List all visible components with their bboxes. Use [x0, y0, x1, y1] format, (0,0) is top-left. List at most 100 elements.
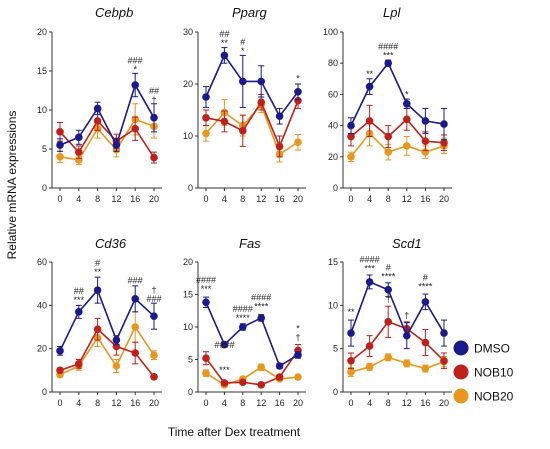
series-nob10 [56, 317, 158, 381]
y-tick-label: 40 [328, 121, 338, 131]
x-tick-label: 16 [130, 398, 140, 408]
legend-item-dmso: DMSO [453, 340, 510, 356]
significance-mark: ** [366, 69, 374, 79]
y-tick-label: 5 [188, 355, 193, 365]
data-point [275, 373, 284, 381]
data-point [365, 363, 374, 371]
significance-mark: #### [378, 42, 398, 52]
data-point [150, 114, 158, 122]
data-point [275, 142, 284, 151]
series-line [205, 100, 299, 149]
y-axis-label: Relative mRNA expressions [5, 111, 19, 260]
x-tick-label: 20 [149, 398, 159, 408]
data-point [365, 278, 374, 286]
significance-mark: ** [347, 307, 355, 317]
data-point [384, 285, 393, 294]
data-point [257, 381, 266, 389]
data-point [347, 132, 355, 141]
data-point [365, 117, 374, 125]
data-point [440, 357, 448, 365]
series-nob20 [56, 103, 158, 166]
data-point [131, 124, 139, 133]
y-tick-label: 60 [328, 89, 338, 99]
data-point [202, 129, 210, 138]
x-tick-label: 8 [95, 398, 100, 408]
data-point [239, 127, 247, 135]
series-nob10 [347, 104, 448, 152]
series-line [59, 325, 155, 376]
significance-mark: ## [149, 86, 159, 96]
x-tick-label: 0 [348, 398, 353, 408]
panel-title: Pparg [232, 5, 267, 20]
y-tick-label: 40 [37, 300, 47, 310]
series-nob10 [202, 344, 302, 389]
data-point [93, 286, 102, 294]
data-point [56, 128, 64, 136]
data-point [202, 93, 210, 101]
significance-mark: *** [74, 295, 85, 305]
legend: DMSO NOB10 NOB20 [453, 340, 514, 404]
legend-label: NOB20 [474, 390, 514, 404]
panel-title: Cd36 [95, 236, 127, 251]
significance-mark: * [133, 65, 137, 75]
significance-mark: † [151, 95, 156, 105]
data-point [112, 362, 121, 370]
series-nob20 [56, 311, 158, 379]
data-point [75, 308, 83, 316]
significance-mark: # [423, 273, 428, 283]
significance-mark: #### [360, 255, 380, 265]
x-tick-label: 0 [57, 398, 62, 408]
series-line [59, 119, 155, 159]
data-point [150, 351, 158, 359]
panel-title: Fas [239, 236, 261, 251]
data-point [365, 342, 374, 350]
y-tick-label: 0 [188, 183, 193, 193]
significance-mark: ** [94, 267, 102, 277]
significance-mark: *** [364, 264, 375, 274]
significance-mark: ### [146, 294, 161, 304]
series-nob10 [56, 111, 158, 164]
data-point [365, 82, 374, 91]
data-point [275, 362, 284, 370]
legend-marker [453, 340, 469, 356]
series-line [59, 288, 155, 352]
x-tick-label: 20 [149, 194, 159, 204]
data-point [239, 323, 247, 331]
data-point [347, 368, 355, 376]
data-point [131, 295, 139, 303]
y-tick-label: 20 [183, 79, 193, 89]
x-tick-label: 4 [222, 398, 227, 408]
series-line [350, 132, 445, 158]
x-tick-label: 12 [256, 194, 266, 204]
data-point [294, 138, 302, 147]
data-point [440, 329, 448, 337]
significance-mark: **** [418, 282, 433, 292]
significance-mark: *** [219, 365, 230, 375]
data-point [56, 366, 64, 375]
significance-mark: * [241, 46, 245, 56]
data-point [239, 77, 247, 86]
data-point [275, 112, 284, 121]
data-point [347, 329, 355, 337]
legend-item-nob10: NOB10 [453, 364, 514, 380]
panel-title: Lpl [383, 5, 401, 20]
data-point [384, 318, 393, 326]
x-tick-label: 12 [256, 398, 266, 408]
y-tick-label: 20 [37, 344, 47, 354]
y-tick-label: 0 [42, 183, 47, 193]
significance-mark: # [240, 37, 245, 47]
significance-mark: #### [196, 275, 216, 285]
series-dmso [56, 72, 158, 152]
data-point [112, 141, 121, 149]
significance-mark: **** [236, 313, 251, 323]
x-tick-label: 4 [222, 194, 227, 204]
x-tick-label: 12 [111, 398, 121, 408]
x-tick-label: 12 [402, 194, 412, 204]
data-point [257, 363, 266, 372]
series-dmso [202, 47, 302, 125]
significance-mark: # [386, 262, 391, 272]
y-tick-label: 10 [37, 105, 47, 115]
